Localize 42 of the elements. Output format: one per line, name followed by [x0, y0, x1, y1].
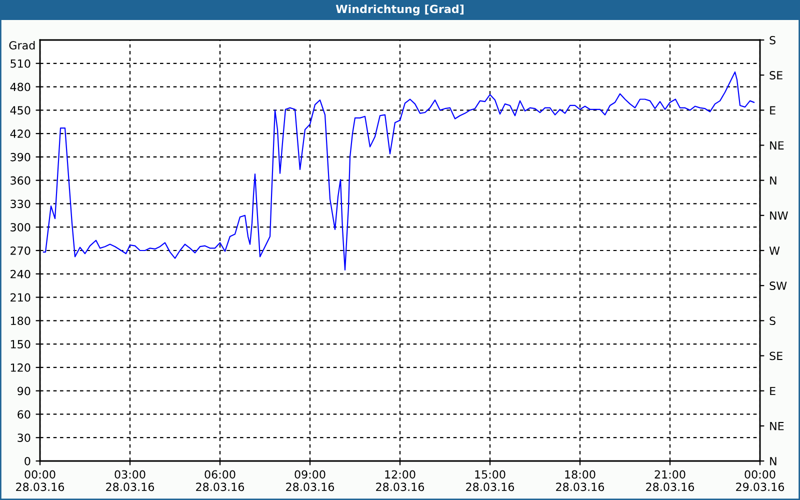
y-tick-label: 480 — [10, 82, 30, 92]
y-tick-label: 360 — [10, 176, 30, 185]
y-tick-label: 30 — [18, 434, 30, 442]
y-axis-title: Grad — [9, 40, 35, 50]
x-tick-label: 00:00 29.03.16 — [736, 470, 784, 492]
y-tick-label: 120 — [10, 363, 30, 372]
x-tick-label: 12:00 28.03.16 — [376, 470, 424, 492]
category-label: SW — [770, 282, 787, 290]
x-tick-label: 03:00 28.03.16 — [106, 470, 154, 492]
category-label: S — [770, 316, 776, 326]
y-tick-label: 450 — [10, 106, 30, 115]
category-label: NW — [770, 212, 788, 220]
category-label: N — [770, 176, 776, 185]
y-tick-label: 150 — [10, 340, 30, 348]
y-tick-label: 240 — [10, 270, 30, 278]
category-label: NE — [770, 422, 784, 430]
y-tick-label: 300 — [10, 223, 30, 232]
y-tick-label: 420 — [10, 130, 30, 138]
y-tick-label: 180 — [10, 316, 30, 326]
category-label: W — [769, 246, 780, 255]
y-tick-label: 270 — [10, 246, 30, 255]
x-tick-label: 00:00 28.03.16 — [16, 470, 64, 492]
y-tick-label: 0 — [24, 456, 30, 466]
y-tick-label: 510 — [10, 59, 30, 68]
category-label: S — [770, 36, 776, 44]
category-label: E — [770, 386, 776, 396]
x-tick-label: 09:00 28.03.16 — [286, 470, 334, 492]
y-tick-label: 90 — [18, 386, 30, 396]
y-tick-label: 330 — [10, 200, 30, 208]
x-tick-label: 21:00 28.03.16 — [646, 470, 694, 492]
category-label: SE — [770, 71, 782, 80]
chart-title: Windrichtung [Grad] — [336, 4, 464, 16]
y-tick-label: 210 — [10, 293, 30, 302]
category-label: N — [770, 457, 776, 466]
x-tick-label: 18:00 28.03.16 — [556, 470, 604, 492]
category-label: NE — [770, 141, 784, 150]
category-label: E — [770, 106, 776, 114]
x-tick-label: 06:00 28.03.16 — [196, 470, 244, 492]
x-tick-label: 15:00 28.03.16 — [466, 470, 514, 492]
y-tick-label: 60 — [18, 410, 30, 419]
y-tick-label: 390 — [10, 152, 30, 162]
category-label: SE — [770, 352, 782, 360]
